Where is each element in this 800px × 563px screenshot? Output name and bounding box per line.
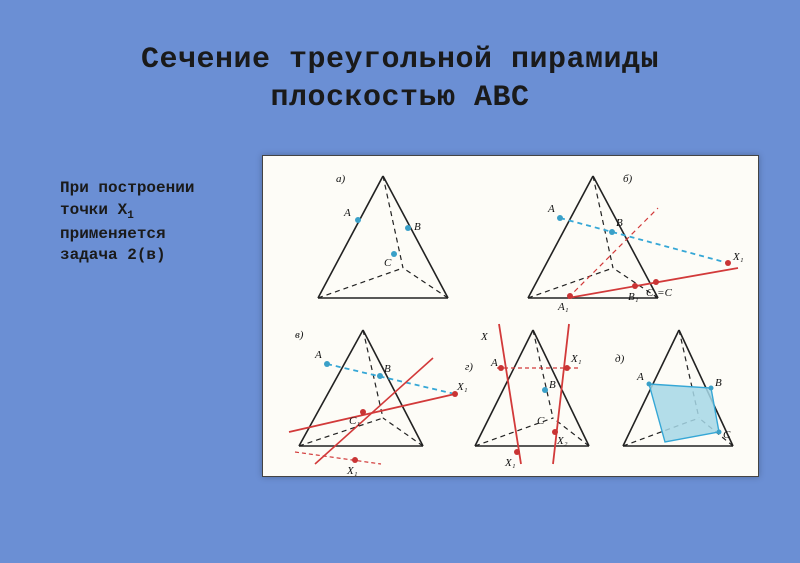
tag-v: в) bbox=[295, 329, 304, 341]
lbl-A-b: A bbox=[547, 203, 555, 215]
lbl-X1b-g: X₁ bbox=[504, 457, 516, 469]
tag-g: г) bbox=[465, 361, 473, 373]
pyramid-b: б) A B A₁ B₁ C₁=C X₁ bbox=[528, 173, 744, 313]
lbl-X2-v: X₁ bbox=[346, 465, 358, 476]
lbl-A1-b: A₁ bbox=[557, 301, 569, 313]
lbl-C-g: C bbox=[537, 415, 545, 427]
side-l3: применяется bbox=[60, 225, 166, 243]
tag-d: д) bbox=[615, 353, 625, 365]
tag-b: б) bbox=[623, 173, 633, 185]
lbl-A-v: A bbox=[314, 349, 322, 361]
tag-a: а) bbox=[336, 173, 346, 185]
diagram-panel: а) A B C б) bbox=[262, 155, 759, 477]
lbl-A-a: A bbox=[343, 207, 351, 219]
slide-title: Сечение треугольной пирамиды плоскостью … bbox=[0, 42, 800, 117]
lbl-A-g: A bbox=[490, 357, 498, 369]
pyramid-d: д) A B C bbox=[615, 330, 733, 446]
pyramid-a: а) A B C bbox=[318, 173, 448, 298]
lbl-X1-b: X₁ bbox=[732, 251, 744, 263]
lbl-B-g: B bbox=[549, 379, 556, 391]
lbl-B-a: B bbox=[414, 221, 421, 233]
side-l2a: точки X bbox=[60, 201, 127, 219]
lbl-B-b: B bbox=[616, 217, 623, 229]
lbl-X-g: X bbox=[480, 331, 489, 343]
lbl-B-d: B bbox=[715, 377, 722, 389]
pyramid-g: г) X A X₁ B C X₂ X₁ bbox=[465, 324, 589, 469]
lbl-X2-g: X₂ bbox=[556, 435, 568, 447]
lbl-X1-g: X₁ bbox=[570, 353, 582, 365]
side-l1: При построении bbox=[60, 179, 194, 197]
lbl-CeqC1-b: C₁=C bbox=[646, 287, 673, 299]
lbl-C-d: C bbox=[723, 429, 731, 441]
side-l4: задача 2(в) bbox=[60, 246, 166, 264]
title-line-1: Сечение треугольной пирамиды bbox=[141, 43, 659, 77]
side-l2-sub: 1 bbox=[127, 210, 134, 222]
lbl-C1-v: C₁ bbox=[349, 415, 360, 427]
side-paragraph: При построении точки X1 применяется зада… bbox=[60, 178, 250, 267]
diagram-svg: а) A B C б) bbox=[263, 156, 758, 476]
lbl-B-v: B bbox=[384, 363, 391, 375]
lbl-C-a: C bbox=[384, 257, 392, 269]
lbl-B1-b: B₁ bbox=[628, 291, 639, 303]
lbl-A-d: A bbox=[636, 371, 644, 383]
pyramid-v: в) A B C₁ X₁ X₁ bbox=[289, 329, 468, 476]
lbl-X1-v: X₁ bbox=[456, 381, 468, 393]
title-line-2: плоскостью АВС bbox=[270, 81, 529, 115]
